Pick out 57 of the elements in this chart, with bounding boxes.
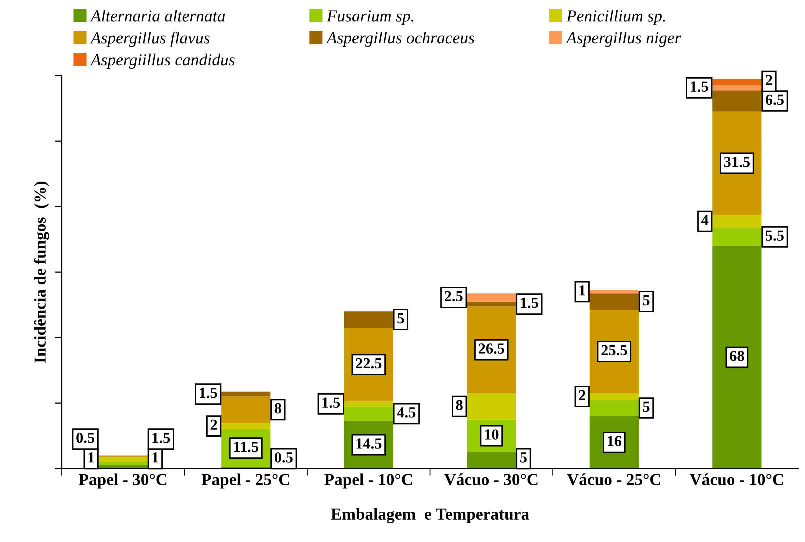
data-label: 2 [210, 420, 218, 430]
data-label: 16 [608, 436, 622, 446]
data-label: 5 [643, 295, 650, 306]
bar [98, 466, 148, 469]
data-label: 14.5 [356, 438, 382, 449]
bar [222, 392, 271, 397]
data-label: 10 [485, 430, 499, 440]
data-label: 1.5 [152, 432, 170, 444]
data-label: 5 [398, 314, 404, 324]
bar [590, 290, 639, 294]
bar [712, 86, 762, 91]
data-label: 1 [580, 286, 586, 296]
data-label: 8 [274, 403, 282, 414]
legend-label: Aspergillus flavus [90, 32, 210, 48]
data-label: 6.5 [766, 94, 784, 106]
bar [98, 462, 148, 466]
x-tick-label: Vácuo - 30°C [444, 474, 538, 486]
data-label: 8 [456, 400, 463, 410]
data-label: 4 [702, 215, 709, 226]
data-label: 4.5 [397, 408, 416, 418]
data-label: 2.5 [444, 291, 463, 302]
bar [712, 246, 762, 469]
data-label: 11.5 [234, 442, 259, 452]
data-label: 2 [579, 390, 586, 400]
x-tick-label: Papel - 10°C [324, 474, 412, 489]
data-label: 31.5 [724, 157, 750, 168]
data-label: 0.5 [274, 452, 293, 463]
data-label: 1 [88, 452, 94, 463]
data-label: 1.5 [322, 398, 340, 408]
legend-label: Aspergillus niger [566, 32, 682, 48]
data-label: 25.5 [602, 345, 628, 356]
x-tick-label: Papel - 25°C [202, 474, 290, 489]
bar [344, 402, 394, 407]
data-label: 2 [766, 75, 772, 86]
data-label: 1 [152, 452, 158, 463]
data-label: 68 [730, 351, 744, 362]
data-label: 1.5 [691, 82, 708, 92]
y-axis-title: Incidência de fungos (%) [34, 182, 50, 363]
x-tick-label: Papel - 30°C [79, 474, 167, 489]
legend-label: Alternaria alternata [90, 10, 226, 22]
bar [467, 302, 516, 307]
data-label: 5 [643, 402, 650, 412]
data-label: 1.5 [200, 388, 218, 398]
data-label: 5.5 [766, 230, 784, 242]
x-tick-label: Vácuo - 10°C [690, 474, 784, 486]
x-axis-title: Embalagem e Temperatura [331, 508, 530, 524]
data-label: 1.5 [521, 298, 538, 308]
bar [98, 457, 148, 462]
data-label: 22.5 [356, 358, 382, 369]
data-label: 26.5 [478, 344, 504, 354]
legend-label: Fusarium sp. [326, 10, 414, 26]
x-tick-label: Vácuo - 25°C [567, 474, 660, 486]
data-label: 0.5 [76, 432, 95, 444]
data-label: 5 [520, 452, 527, 463]
legend-label: Aspergiillus candidus [90, 54, 235, 70]
legend-label: Penicillium sp. [566, 10, 666, 26]
legend-label: Aspergillus ochraceus [326, 32, 474, 48]
